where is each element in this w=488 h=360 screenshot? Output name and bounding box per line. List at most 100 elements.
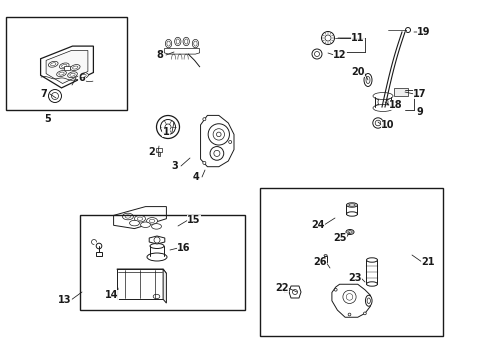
Polygon shape [149,236,164,244]
Ellipse shape [151,224,161,229]
Circle shape [210,147,224,160]
Text: 6: 6 [79,73,85,83]
Polygon shape [117,269,163,299]
Text: 10: 10 [381,120,394,130]
Circle shape [292,289,297,294]
Ellipse shape [150,253,163,258]
Ellipse shape [125,215,130,218]
Text: 19: 19 [416,27,430,37]
Polygon shape [163,269,166,303]
Text: 22: 22 [275,283,288,293]
Text: 7: 7 [41,89,47,99]
Ellipse shape [149,219,155,222]
Ellipse shape [346,230,353,234]
Ellipse shape [60,63,69,69]
Ellipse shape [366,258,377,262]
Text: 9: 9 [416,107,423,117]
Ellipse shape [366,298,369,303]
Ellipse shape [372,104,392,112]
Bar [96,252,102,256]
Ellipse shape [79,73,88,79]
Text: 13: 13 [58,295,72,305]
Text: 25: 25 [332,233,346,243]
Ellipse shape [129,220,139,226]
Polygon shape [200,116,234,167]
Circle shape [228,140,231,144]
Ellipse shape [166,41,170,46]
Circle shape [405,27,409,32]
Ellipse shape [70,64,80,71]
Ellipse shape [192,39,198,48]
Text: 15: 15 [187,215,201,225]
Text: 12: 12 [332,50,346,60]
Bar [324,256,326,262]
Polygon shape [164,49,199,54]
Circle shape [334,288,336,291]
Text: 26: 26 [313,257,326,267]
Text: 14: 14 [105,290,119,300]
Bar [157,152,160,156]
Ellipse shape [346,203,357,207]
Ellipse shape [366,282,377,286]
Circle shape [374,120,380,126]
Circle shape [346,294,352,300]
Ellipse shape [57,71,66,77]
Text: 5: 5 [44,114,51,124]
Circle shape [164,124,171,130]
Ellipse shape [377,97,387,107]
Circle shape [213,129,224,140]
Bar [366,260,377,284]
Text: 8: 8 [156,50,163,60]
Ellipse shape [346,212,357,216]
Ellipse shape [365,77,369,84]
Ellipse shape [137,217,142,220]
Ellipse shape [146,217,157,224]
Polygon shape [46,50,88,84]
Polygon shape [41,46,93,88]
Circle shape [216,132,221,137]
Bar [64,67,70,70]
Ellipse shape [122,213,133,220]
Polygon shape [331,284,369,317]
Text: 21: 21 [420,257,434,267]
Ellipse shape [365,295,371,306]
Ellipse shape [153,294,160,299]
Circle shape [160,120,175,135]
Text: 2: 2 [148,147,155,157]
Ellipse shape [70,73,75,76]
Bar [156,148,162,152]
Ellipse shape [61,64,67,67]
Polygon shape [117,269,166,273]
Ellipse shape [374,94,390,100]
Ellipse shape [193,41,197,46]
Ellipse shape [183,37,189,46]
Circle shape [311,49,321,59]
Bar [260,188,442,336]
Circle shape [314,51,319,57]
Text: 16: 16 [177,243,190,253]
Circle shape [372,118,383,128]
Text: 23: 23 [347,273,361,283]
Ellipse shape [50,63,56,66]
Ellipse shape [134,215,145,222]
Text: 4: 4 [192,172,199,182]
Circle shape [156,116,179,139]
Ellipse shape [324,255,326,256]
Circle shape [208,124,229,145]
Ellipse shape [347,231,351,233]
Polygon shape [288,286,301,298]
Ellipse shape [374,104,390,110]
Ellipse shape [363,73,371,86]
Bar [6,17,127,110]
Ellipse shape [67,72,77,78]
Bar [80,215,244,310]
Circle shape [213,150,220,157]
Polygon shape [113,207,166,229]
Circle shape [363,312,366,315]
Text: 17: 17 [412,89,426,99]
Ellipse shape [81,74,86,77]
Ellipse shape [165,39,171,48]
Circle shape [203,161,205,165]
Ellipse shape [174,37,181,46]
Text: 20: 20 [350,67,364,77]
